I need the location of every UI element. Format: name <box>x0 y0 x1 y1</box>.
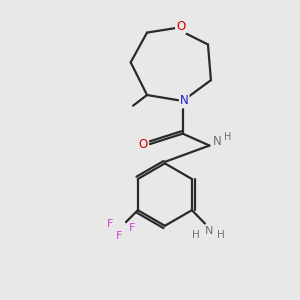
Text: O: O <box>176 20 185 33</box>
Text: F: F <box>129 223 135 233</box>
Text: O: O <box>139 138 148 151</box>
Text: H: H <box>217 230 225 241</box>
Text: F: F <box>116 231 122 241</box>
Text: N: N <box>205 226 213 236</box>
Text: H: H <box>193 230 200 241</box>
Text: H: H <box>224 132 232 142</box>
Text: N: N <box>180 94 189 107</box>
Text: N: N <box>212 135 221 148</box>
Text: F: F <box>107 219 113 229</box>
